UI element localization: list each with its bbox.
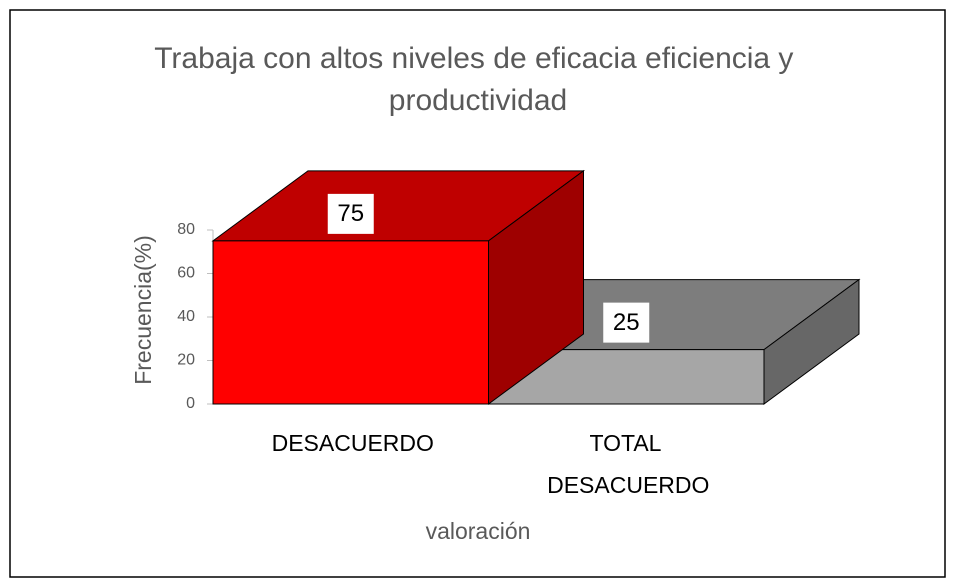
bar	[211, 169, 586, 405]
x-axis-title: valoración	[426, 518, 531, 544]
data-label: 25	[613, 309, 640, 336]
y-tick-label: 80	[177, 221, 195, 238]
x-tick-label: DESACUERDO	[272, 430, 434, 456]
chart-title: Trabaja con altos niveles de eficacia ef…	[154, 42, 802, 117]
y-axis-title: Frecuencia(%)	[130, 235, 156, 385]
data-label-box	[603, 302, 650, 343]
y-tick-label: 40	[177, 308, 195, 325]
data-label: 75	[337, 200, 364, 227]
data-label-box	[327, 193, 374, 234]
y-tick-label: 0	[186, 395, 195, 412]
y-tick-label: 60	[177, 265, 195, 282]
x-tick-label: TOTAL DESACUERDO	[547, 430, 709, 498]
y-tick-label: 20	[177, 352, 195, 369]
bar-front	[212, 240, 489, 405]
